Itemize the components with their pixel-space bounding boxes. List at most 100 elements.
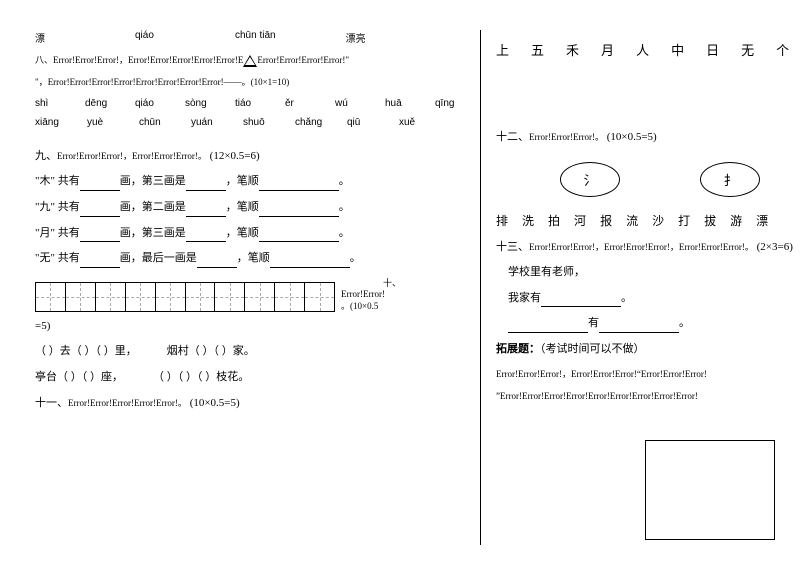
q10-prefix: 十、 [341, 276, 401, 289]
blank[interactable] [259, 179, 339, 191]
row1-a: 漂 [35, 30, 65, 45]
q12-score: (10×0.5=5) [607, 131, 657, 143]
py: chǎng [295, 117, 325, 128]
t: " 共有 [51, 201, 80, 213]
t: 画， [120, 252, 142, 264]
q13-l2: 我家有。 [496, 290, 800, 308]
char: 九 [40, 201, 51, 213]
char: 报 [600, 212, 612, 229]
q11-prefix: 十一、 [35, 397, 68, 409]
blank[interactable] [197, 256, 237, 268]
q10-block: 十、 Error!Error! 。(10×0.5 [35, 276, 465, 318]
row1-b: qiáo [135, 30, 165, 45]
blank[interactable] [186, 179, 226, 191]
q8-err: Error!Error!Error!，Error!Error!Error!Err… [53, 55, 243, 65]
char: 打 [678, 212, 690, 229]
t: " 共有 [51, 227, 80, 239]
answer-box[interactable] [645, 440, 775, 540]
t: 。 [339, 201, 350, 213]
zige-cell[interactable] [275, 283, 305, 311]
q13-score: (2×3=6) [757, 241, 793, 253]
zige-cell[interactable] [245, 283, 275, 311]
py: shì [35, 98, 65, 109]
blank[interactable] [186, 205, 226, 217]
t: 画是 [175, 252, 197, 264]
blank[interactable] [508, 321, 588, 333]
py: xiāng [35, 117, 65, 128]
t: 画是 [164, 227, 186, 239]
char: 排 [496, 212, 508, 229]
char-row-top: 上 五 禾 月 人 中 日 无 个 木 [496, 40, 800, 59]
zige-grid[interactable] [35, 282, 335, 312]
t: 画，第 [120, 201, 153, 213]
char: 河 [574, 212, 586, 229]
q9-l1: "木" 共有画，第三画是，笔顺。 [35, 173, 465, 191]
blank[interactable] [270, 256, 350, 268]
blank[interactable] [80, 205, 120, 217]
t: ，笔顺 [237, 252, 270, 264]
py: xuě [399, 117, 429, 128]
blank[interactable] [599, 321, 679, 333]
blank[interactable] [80, 179, 120, 191]
q9-prefix: 九、 [35, 150, 57, 162]
blank[interactable] [259, 230, 339, 242]
pinyin-row-2: xiāng yuè chūn yuán shuō chǎng qiū xuě [35, 117, 465, 128]
q9-err: Error!Error!Error!，Error!Error!Error!。 [57, 151, 207, 161]
t: 画是 [164, 175, 186, 187]
seg: （ ）（ ）（ ）枝花。 [153, 369, 249, 387]
zige-cell[interactable] [215, 283, 245, 311]
text: 有 [588, 317, 599, 329]
py: chūn [139, 117, 169, 128]
oval-2: 扌 [700, 162, 760, 197]
py: wú [335, 98, 365, 109]
char: 流 [626, 212, 638, 229]
py: huā [385, 98, 415, 109]
t: 。 [339, 227, 350, 239]
zige-cell[interactable] [305, 283, 334, 311]
zige-cell[interactable] [156, 283, 186, 311]
blank[interactable] [80, 230, 120, 242]
q13-err: Error!Error!Error!，Error!Error!Error!，Er… [529, 242, 754, 252]
q12-err: Error!Error!Error!。 [529, 132, 604, 142]
char: 洗 [522, 212, 534, 229]
char: 禾 [566, 40, 579, 59]
q10-score: 。(10×0.5 [341, 299, 401, 312]
blank[interactable] [80, 256, 120, 268]
zige-cell[interactable] [96, 283, 126, 311]
stroke: 最后一 [142, 252, 175, 264]
py: qīng [435, 98, 465, 109]
t: " 共有 [51, 175, 80, 187]
stroke: 三 [153, 227, 164, 239]
char: 日 [706, 40, 719, 59]
tuozhan-header: 拓展题：（考试时间可以不做） [496, 341, 800, 359]
stroke: 三 [153, 175, 164, 187]
q11-score: (10×0.5=5) [190, 397, 240, 409]
q10-l1: （ ）去（ ）（ ）里， 烟村（ ）（ ）家。 [35, 343, 465, 361]
zige-cell[interactable] [66, 283, 96, 311]
q13-l3: 有。 [496, 315, 800, 333]
q10-l2: 亭台（ ）（ ）座， （ ）（ ）（ ）枝花。 [35, 369, 465, 387]
zige-cell[interactable] [36, 283, 66, 311]
q8-quote2: "， [35, 77, 48, 87]
char: 无 [40, 252, 51, 264]
blank[interactable] [186, 230, 226, 242]
blank[interactable] [259, 205, 339, 217]
t: 画，第 [120, 175, 153, 187]
t: ，笔顺 [226, 201, 259, 213]
char: 拍 [548, 212, 560, 229]
t: ，笔顺 [226, 175, 259, 187]
blank[interactable] [541, 295, 621, 307]
q9-header: 九、Error!Error!Error!，Error!Error!Error!。… [35, 148, 465, 166]
q11-err: Error!Error!Error!Error!Error!。 [68, 398, 187, 408]
char: 漂 [756, 212, 768, 229]
period: 。 [621, 292, 632, 304]
q8-line2: "，Error!Error!Error!Error!Error!Error!Er… [35, 75, 465, 89]
char: 上 [496, 40, 509, 59]
zige-cell[interactable] [126, 283, 156, 311]
row1-d: 漂亮 [346, 30, 376, 45]
q10-err: Error!Error! [341, 289, 401, 299]
tuozhan-note: （考试时间可以不做） [540, 343, 645, 355]
char: 拔 [704, 212, 716, 229]
zige-cell[interactable] [186, 283, 216, 311]
period: 。 [679, 317, 690, 329]
